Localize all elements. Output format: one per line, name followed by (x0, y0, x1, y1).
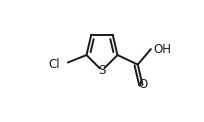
Text: O: O (138, 78, 147, 91)
Text: Cl: Cl (48, 58, 60, 71)
Text: OH: OH (154, 43, 172, 56)
Text: S: S (98, 64, 106, 77)
